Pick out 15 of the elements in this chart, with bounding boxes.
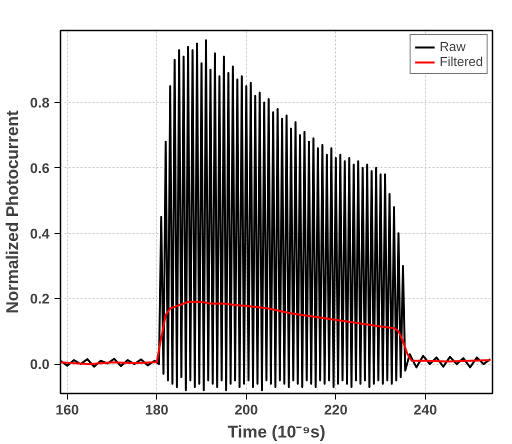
line-series <box>60 300 492 366</box>
legend-label: Raw <box>440 39 466 54</box>
y-tick-label: 0.6 <box>30 160 50 176</box>
x-tick-label: 180 <box>145 402 169 418</box>
y-axis-title: Normalized Photocurrent <box>3 110 22 314</box>
y-tick-label: 0.4 <box>30 225 50 242</box>
x-tick-label: 160 <box>56 402 80 418</box>
x-tick-label: 220 <box>324 402 348 418</box>
legend-label: Filtered <box>440 54 483 69</box>
x-axis-title: Time (10⁻⁹s) <box>228 422 326 442</box>
x-tick-label: 200 <box>234 402 258 418</box>
y-tick-label: 0.2 <box>30 290 50 307</box>
x-tick-label: 240 <box>414 402 438 418</box>
y-tick-label: 0.8 <box>30 94 50 110</box>
y-tick-label: 0.0 <box>30 356 50 372</box>
